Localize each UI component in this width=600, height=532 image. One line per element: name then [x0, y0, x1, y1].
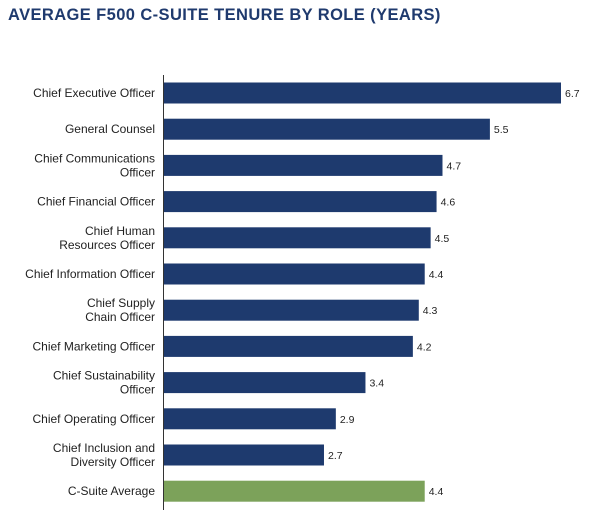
- category-label-line: Chief Financial Officer: [37, 195, 155, 209]
- category-label-line: Chief Inclusion and: [53, 441, 155, 455]
- value-label: 6.7: [565, 88, 580, 100]
- category-label-line: Chief Operating Officer: [32, 412, 155, 426]
- bar: [164, 372, 366, 394]
- bar: [164, 227, 431, 249]
- category-label: C-Suite Average: [68, 484, 155, 498]
- category-label-line: Officer: [120, 165, 155, 179]
- category-label-line: Chief Executive Officer: [33, 86, 155, 100]
- bar: [164, 191, 437, 213]
- bar: [164, 335, 413, 357]
- value-label: 4.5: [435, 233, 450, 245]
- value-label: 4.7: [446, 160, 461, 172]
- value-labels: 6.7 5.5 4.7 4.6 4.5 4.4 4.3 4.2 3.4 2.9 2.7 4.4: [328, 88, 580, 498]
- category-label: General Counsel: [65, 122, 155, 136]
- category-label: Chief Financial Officer: [37, 195, 155, 209]
- category-label-line: Chain Officer: [85, 310, 155, 324]
- category-label-line: Officer: [120, 383, 155, 397]
- category-label-line: Chief Human: [85, 224, 155, 238]
- category-label: Chief Executive Officer: [33, 86, 155, 100]
- value-label: 4.3: [423, 305, 438, 317]
- category-label-line: Chief Sustainability: [53, 369, 155, 383]
- value-label: 4.2: [417, 341, 432, 353]
- category-label-line: Resources Officer: [59, 238, 155, 252]
- value-label: 2.9: [340, 414, 355, 426]
- category-label-line: C-Suite Average: [68, 484, 155, 498]
- bar: [164, 118, 490, 140]
- bar: [164, 444, 324, 466]
- bar: [164, 299, 419, 321]
- average-bar: [164, 480, 425, 502]
- value-label: 2.7: [328, 450, 343, 462]
- value-label: 3.4: [369, 378, 384, 390]
- category-label: Chief Information Officer: [25, 267, 155, 281]
- category-labels: Chief Executive Officer General Counsel Ch…: [25, 86, 155, 498]
- category-label: Chief Operating Officer: [32, 412, 155, 426]
- bar: [164, 408, 336, 430]
- category-label-line: Chief Information Officer: [25, 267, 155, 281]
- value-label: 4.6: [441, 197, 456, 209]
- bar: [164, 263, 425, 285]
- chart-title: AVERAGE F500 C-SUITE TENURE BY ROLE (YEA…: [8, 6, 441, 24]
- category-label-line: Chief Marketing Officer: [33, 339, 156, 353]
- category-label-line: General Counsel: [65, 122, 155, 136]
- bars: [164, 82, 561, 502]
- category-label-line: Chief Communications: [34, 151, 155, 165]
- value-label: 5.5: [494, 124, 509, 136]
- value-label: 4.4: [429, 269, 444, 281]
- category-label-line: Diversity Officer: [71, 455, 155, 469]
- bar: [164, 82, 561, 104]
- category-label-line: Chief Supply: [87, 296, 155, 310]
- category-label: Chief Marketing Officer: [33, 339, 156, 353]
- bar: [164, 154, 443, 176]
- value-label: 4.4: [429, 486, 444, 498]
